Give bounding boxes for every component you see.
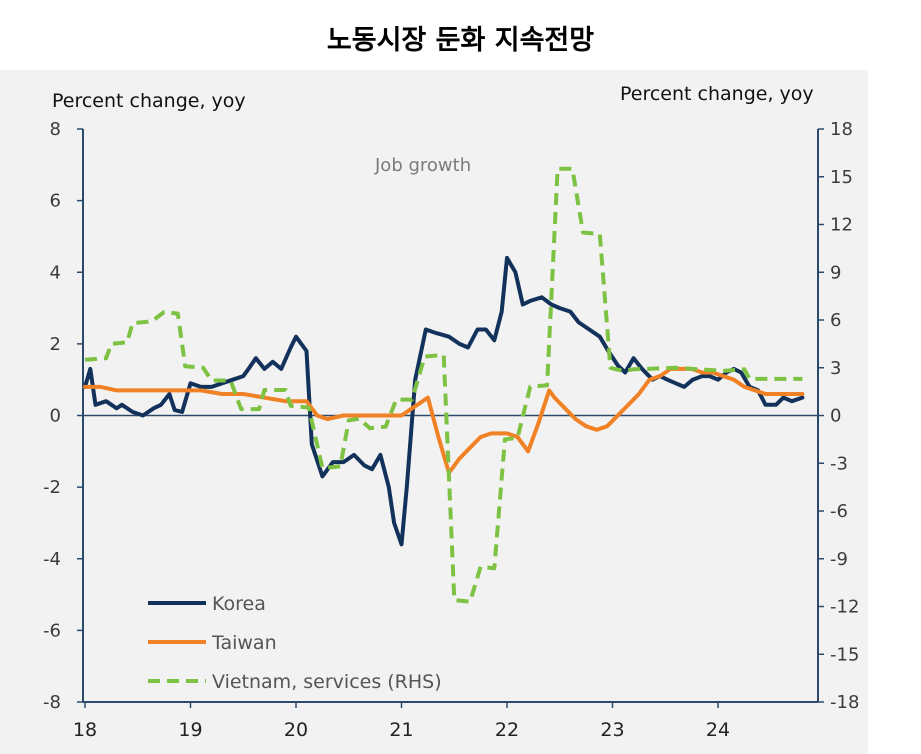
series-layer — [83, 166, 805, 604]
right-tick-label: -12 — [830, 597, 859, 618]
right-tick-label: -9 — [830, 549, 848, 570]
left-tick-label: -8 — [43, 692, 61, 713]
x-tick-label: 24 — [706, 719, 730, 741]
vietnam-series-line — [84, 166, 803, 604]
left-tick-label: -6 — [43, 620, 61, 641]
right-tick-label: 3 — [830, 358, 841, 379]
x-tick-label: 22 — [495, 719, 519, 741]
right-tick-label: 12 — [830, 215, 853, 236]
legend-label-vietnam: Vietnam, services (RHS) — [212, 671, 442, 693]
left-axis-unit-label: Percent change, yoy — [52, 90, 246, 112]
right-tick-label: -3 — [830, 453, 848, 474]
right-tick-label: -18 — [830, 692, 859, 713]
left-tick-label: 2 — [50, 334, 61, 355]
right-tick-label: 0 — [830, 406, 841, 427]
x-tick-label: 21 — [389, 719, 413, 741]
left-tick-label: 6 — [50, 191, 61, 212]
left-tick-label: -2 — [43, 477, 61, 498]
x-tick-label: 18 — [73, 719, 97, 741]
taiwan-series-line — [83, 366, 805, 475]
right-tick-label: 15 — [830, 167, 853, 188]
left-tick-label: 4 — [50, 262, 61, 283]
right-tick-label: 6 — [830, 310, 841, 331]
axes: 86420-2-4-6-81815129630-3-6-9-12-15-1818… — [43, 119, 859, 741]
legend-label-taiwan: Taiwan — [211, 632, 277, 654]
x-tick-label: 23 — [600, 719, 624, 741]
right-tick-label: -6 — [830, 501, 848, 522]
chart-title: 노동시장 둔화 지속전망 — [326, 25, 595, 56]
left-tick-label: -4 — [43, 549, 61, 570]
right-tick-label: 18 — [830, 119, 853, 140]
right-axis-unit-label: Percent change, yoy — [620, 83, 814, 105]
left-tick-label: 0 — [50, 406, 61, 427]
left-tick-label: 8 — [50, 119, 61, 140]
legend: Korea Taiwan Vietnam, services (RHS) — [148, 593, 442, 693]
x-tick-label: 19 — [178, 719, 202, 741]
x-tick-label: 20 — [284, 719, 308, 741]
legend-label-korea: Korea — [212, 593, 266, 615]
right-tick-label: -15 — [830, 644, 859, 665]
job-growth-annotation: Job growth — [374, 155, 471, 176]
right-tick-label: 9 — [830, 262, 841, 283]
korea-series-line — [83, 255, 805, 547]
